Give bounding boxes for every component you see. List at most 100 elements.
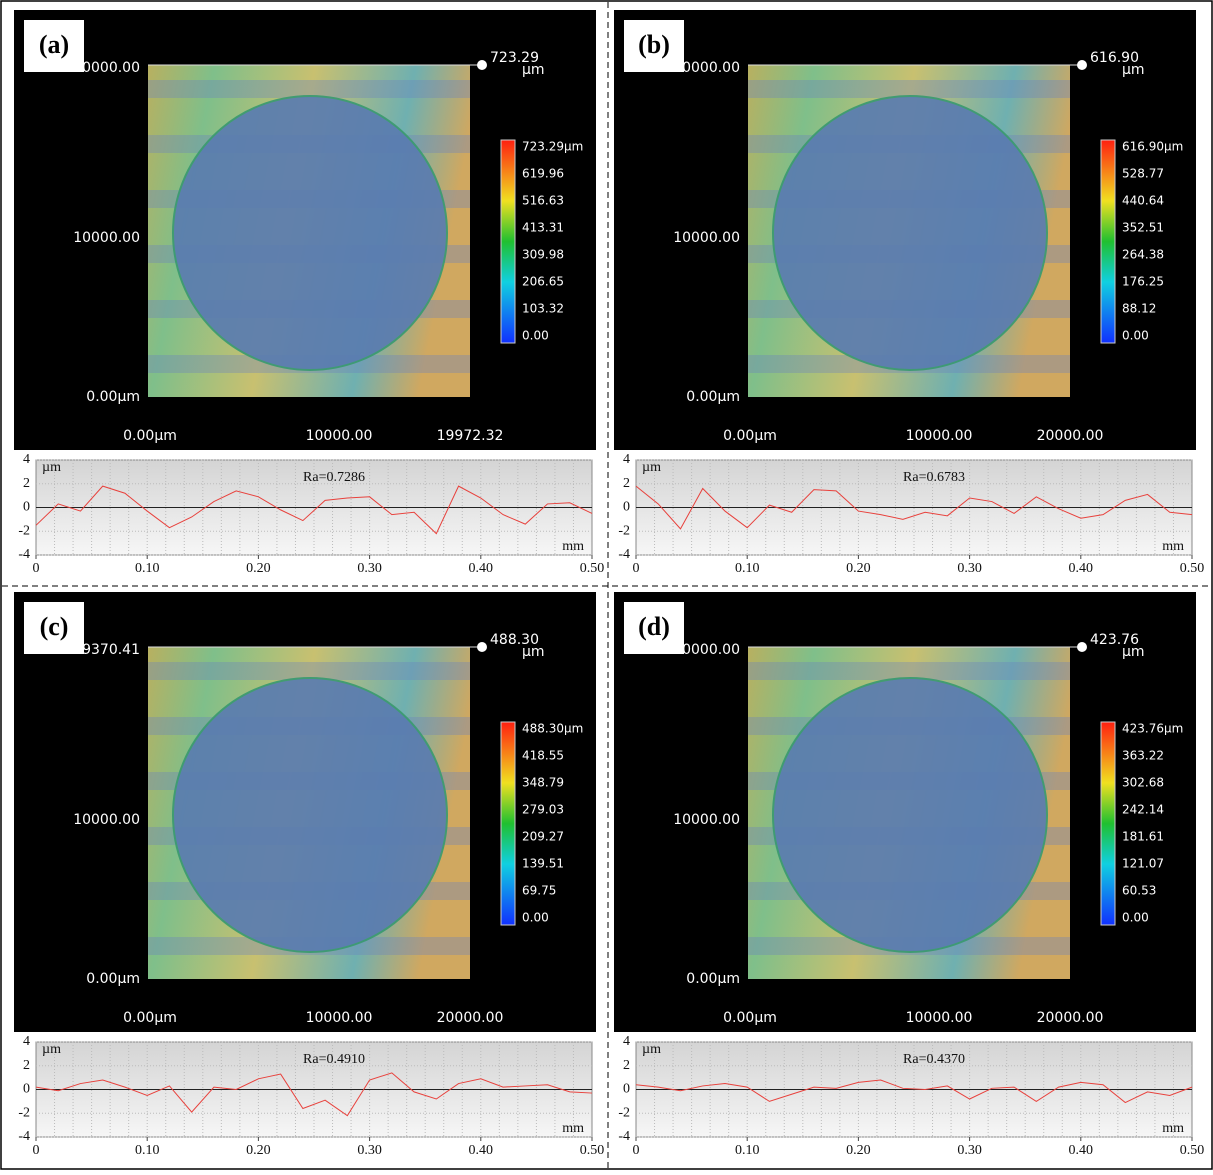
- max-value: 423.76: [1090, 632, 1139, 648]
- y-tick-label: 2: [23, 1058, 30, 1073]
- x-tick-label: 0.40: [1069, 561, 1094, 576]
- x-unit: mm: [1162, 1121, 1184, 1136]
- surface-band: [748, 80, 1070, 98]
- y-unit: µm: [642, 460, 661, 475]
- x-axis-label: 10000.00: [306, 1010, 373, 1026]
- colorbar-label: 69.75: [522, 884, 556, 898]
- y-axis-label: 0.00µm: [86, 971, 140, 987]
- max-marker: [477, 60, 487, 70]
- y-axis-label: 19370.41: [73, 642, 140, 658]
- x-tick-label: 0.50: [580, 561, 605, 576]
- surface-band: [748, 662, 1070, 680]
- y-axis-label: 0.00µm: [686, 389, 740, 405]
- colorbar-label: 619.96: [522, 167, 564, 181]
- x-tick-label: 0.20: [846, 561, 871, 576]
- y-tick-label: -4: [618, 547, 630, 562]
- x-axis-label: 0.00µm: [123, 1010, 177, 1026]
- colorbar: [500, 139, 516, 344]
- x-tick-label: 0.10: [735, 561, 760, 576]
- y-unit: µm: [42, 1042, 61, 1057]
- y-tick-label: -2: [618, 1105, 630, 1120]
- y-tick-label: 4: [623, 452, 630, 467]
- y-axis-label: 10000.00: [673, 812, 740, 828]
- colorbar-label: 60.53: [1122, 884, 1156, 898]
- colorbar-label: 279.03: [522, 803, 564, 817]
- x-tick-label: 0.10: [135, 561, 160, 576]
- colorbar-label: 181.61: [1122, 830, 1164, 844]
- label-box: [24, 20, 84, 72]
- y-tick-label: 2: [623, 476, 630, 491]
- profile-line: [35, 485, 593, 535]
- x-axis-label: 20000.00: [437, 1010, 504, 1026]
- colorbar-label: 0.00: [522, 911, 549, 925]
- y-axis-label: 0.00µm: [86, 389, 140, 405]
- x-tick-label: 0.50: [1180, 1143, 1205, 1158]
- x-tick-label: 0: [33, 561, 40, 576]
- y-tick-label: -4: [618, 1129, 630, 1144]
- max-value: 616.90: [1090, 50, 1139, 66]
- y-axis-label: 20000.00: [673, 60, 740, 76]
- x-axis-label: 0.00µm: [123, 428, 177, 444]
- colorbar-label: 528.77: [1122, 167, 1164, 181]
- colorbar-label: 363.22: [1122, 749, 1164, 763]
- colorbar-label: 488.30µm: [522, 722, 583, 736]
- specimen: [172, 95, 448, 371]
- x-tick-label: 0.20: [246, 561, 271, 576]
- max-unit: µm: [522, 644, 545, 660]
- colorbar-label: 302.68: [1122, 776, 1164, 790]
- colorbar-label: 418.55: [522, 749, 564, 763]
- surface-band: [148, 662, 470, 680]
- colorbar-label: 88.12: [1122, 302, 1156, 316]
- colorbar-label: 264.38: [1122, 248, 1164, 262]
- colorbar-label: 309.98: [522, 248, 564, 262]
- x-tick-label: 0.40: [469, 561, 494, 576]
- y-tick-label: 2: [623, 1058, 630, 1073]
- x-tick-label: 0.30: [357, 1143, 382, 1158]
- y-axis-label: 10000.00: [673, 230, 740, 246]
- x-tick-label: 0.20: [846, 1143, 871, 1158]
- colorbar-label: 103.32: [522, 302, 564, 316]
- label-box: [624, 20, 684, 72]
- x-axis-label: 20000.00: [1037, 1010, 1104, 1026]
- y-unit: µm: [42, 460, 61, 475]
- x-tick-label: 0.40: [469, 1143, 494, 1158]
- max-unit: µm: [1122, 62, 1145, 78]
- annotation: Ra=0.4370: [903, 1052, 965, 1067]
- x-tick-label: 0.40: [1069, 1143, 1094, 1158]
- x-tick-label: 0.50: [580, 1143, 605, 1158]
- panel-label: (d): [638, 612, 670, 641]
- colorbar: [1100, 139, 1116, 344]
- annotation: Ra=0.6783: [903, 470, 965, 485]
- annotation: Ra=0.7286: [303, 470, 365, 485]
- x-tick-label: 0: [633, 1143, 640, 1158]
- label-box: [24, 602, 84, 654]
- x-tick-label: 0: [633, 561, 640, 576]
- x-axis-label: 10000.00: [906, 1010, 973, 1026]
- max-marker: [1077, 642, 1087, 652]
- panel-label: (c): [40, 612, 69, 641]
- colorbar-label: 440.64: [1122, 194, 1164, 208]
- specimen: [172, 677, 448, 953]
- y-tick-label: 4: [23, 452, 30, 467]
- specimen: [772, 677, 1048, 953]
- colorbar-label: 139.51: [522, 857, 564, 871]
- panel-label: (a): [39, 30, 69, 59]
- max-unit: µm: [1122, 644, 1145, 660]
- y-tick-label: -2: [18, 523, 30, 538]
- x-unit: mm: [562, 539, 584, 554]
- profile-line: [35, 1072, 593, 1117]
- x-tick-label: 0.30: [957, 561, 982, 576]
- x-unit: mm: [1162, 539, 1184, 554]
- x-tick-label: 0.30: [357, 561, 382, 576]
- x-axis-label: 0.00µm: [723, 1010, 777, 1026]
- y-tick-label: 0: [23, 1082, 30, 1097]
- colorbar-label: 0.00: [1122, 329, 1149, 343]
- x-axis-label: 10000.00: [306, 428, 373, 444]
- y-axis-label: 10000.00: [73, 812, 140, 828]
- y-tick-label: 4: [23, 1034, 30, 1049]
- x-tick-label: 0.30: [957, 1143, 982, 1158]
- surface-band: [148, 80, 470, 98]
